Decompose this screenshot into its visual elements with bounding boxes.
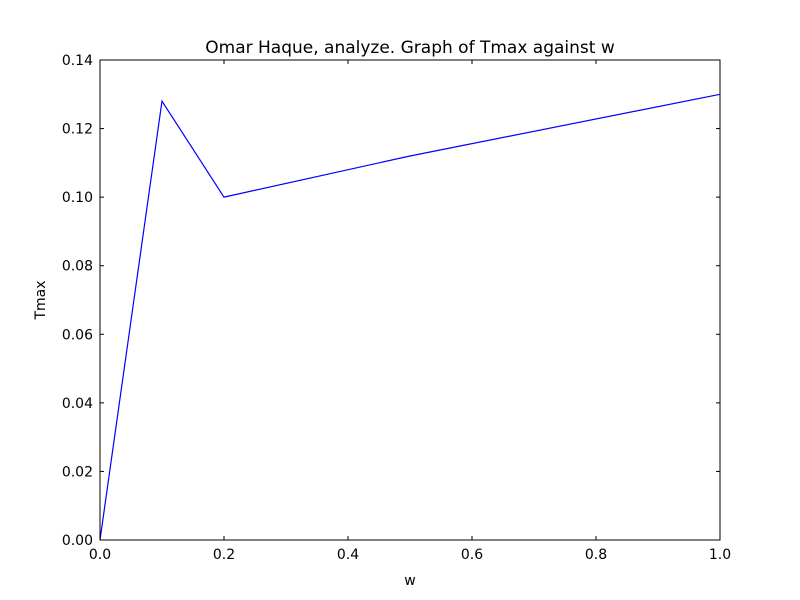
x-tick-label: 0.2 <box>213 547 235 563</box>
x-tick-label: 0.0 <box>89 547 111 563</box>
x-tick-label: 0.6 <box>461 547 483 563</box>
plot-frame <box>99 59 721 541</box>
x-tick-label: 0.4 <box>337 547 359 563</box>
y-tick-label: 0.06 <box>62 327 93 343</box>
y-tick-label: 0.12 <box>62 122 93 138</box>
y-tick-label: 0.10 <box>62 190 93 206</box>
x-axis-label: w <box>404 573 415 589</box>
x-tick-label: 1.0 <box>709 547 731 563</box>
x-tick-label: 0.8 <box>585 547 607 563</box>
y-axis: 0.00 0.02 0.04 0.06 0.08 0.10 0.12 0.14 <box>62 53 720 549</box>
y-tick-label: 0.02 <box>62 464 93 480</box>
x-axis: 0.0 0.2 0.4 0.6 0.8 1.0 <box>89 60 731 563</box>
y-tick-label: 0.04 <box>62 396 93 412</box>
y-tick-label: 0.14 <box>62 53 93 69</box>
y-tick-label: 0.00 <box>62 533 93 549</box>
y-tick-label: 0.08 <box>62 259 93 275</box>
chart-title: Omar Haque, analyze. Graph of Tmax again… <box>205 38 615 58</box>
series-layer <box>99 93 721 541</box>
series-line-0 <box>99 93 721 541</box>
y-axis-label: Tmax <box>33 280 49 320</box>
